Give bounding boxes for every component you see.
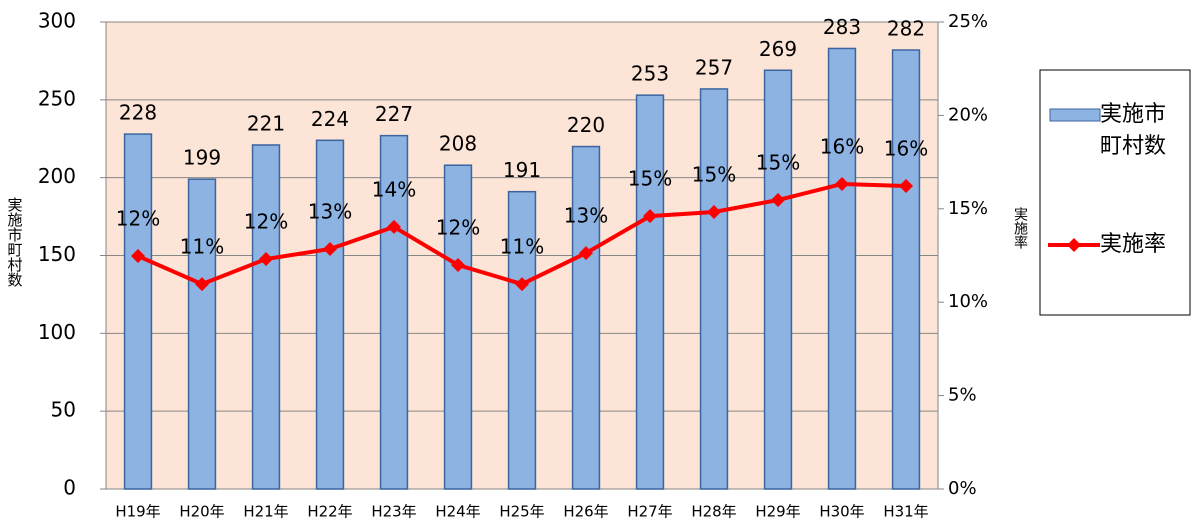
- x-tick-label: H19年: [115, 503, 160, 521]
- x-tick-label: H26年: [563, 503, 608, 521]
- y-tick-label: 150: [38, 242, 76, 266]
- marker: [899, 179, 913, 194]
- bar-value-label: 269: [759, 37, 797, 61]
- bar-value-label: 227: [375, 102, 413, 126]
- x-tick-label: H24年: [435, 503, 480, 521]
- bar: [635, 94, 665, 490]
- bar-value-label: 228: [119, 101, 157, 125]
- legend-marker: [1067, 238, 1081, 252]
- legend-label: 実施率: [1100, 232, 1167, 257]
- bar-value-label: 221: [247, 111, 285, 135]
- marker: [323, 241, 337, 256]
- marker: [579, 246, 593, 261]
- bar-value-label: 253: [631, 62, 669, 86]
- bar-value-label: 283: [823, 15, 861, 39]
- line-value-label: 11%: [500, 235, 544, 259]
- line-value-label: 11%: [180, 235, 224, 259]
- line-value-label: 13%: [564, 204, 608, 228]
- x-tick-label: H28年: [691, 503, 736, 521]
- line-value-label: 12%: [244, 210, 288, 234]
- y-axis-title: 実施市町村数: [6, 197, 24, 287]
- legend-label-box: 実施市町村数: [1100, 102, 1167, 159]
- bar-value-label: 282: [887, 17, 925, 41]
- y-tick-label: 200: [38, 164, 76, 188]
- legend-label: 実施市町村数: [1100, 102, 1167, 159]
- y2-axis-title: 実施率: [1012, 207, 1028, 249]
- line-value-label: 15%: [628, 167, 672, 191]
- bar: [763, 69, 793, 490]
- line-value-label: 15%: [756, 151, 800, 175]
- bar: [123, 133, 153, 490]
- bar: [443, 164, 473, 490]
- bar: [379, 134, 409, 490]
- x-tick-label: H23年: [371, 503, 416, 521]
- y2-tick-label: 5%: [948, 385, 977, 406]
- x-tick-label: H30年: [819, 503, 864, 521]
- x-tick-label: H27年: [627, 503, 672, 521]
- y-tick-label: 100: [38, 320, 76, 344]
- marker: [771, 193, 785, 208]
- marker: [451, 258, 465, 273]
- y2-tick-label: 15%: [948, 198, 988, 219]
- x-tick-label: H20年: [179, 503, 224, 521]
- marker: [515, 277, 529, 292]
- line-value-label: 14%: [372, 177, 416, 201]
- line-value-label: 16%: [884, 137, 928, 161]
- x-tick-label: H25年: [499, 503, 544, 521]
- bar: [571, 145, 601, 490]
- y-tick-label: 250: [38, 86, 76, 110]
- marker: [835, 176, 849, 191]
- bar-value-label: 257: [695, 55, 733, 79]
- legend-label-box: 実施率: [1100, 232, 1167, 257]
- bar: [507, 190, 537, 490]
- y-tick-label: 50: [51, 398, 76, 422]
- marker: [643, 209, 657, 224]
- bar-value-label: 208: [439, 132, 477, 156]
- bar-value-label: 224: [311, 107, 349, 131]
- marker: [131, 249, 145, 264]
- y-tick-label: 0: [63, 476, 76, 500]
- marker: [387, 219, 401, 234]
- x-tick-label: H22年: [307, 503, 352, 521]
- bar: [827, 47, 857, 490]
- bar: [315, 139, 345, 490]
- line-value-label: 16%: [820, 134, 864, 158]
- line-value-label: 15%: [692, 162, 736, 186]
- y2-tick-label: 10%: [948, 291, 988, 312]
- line-value-label: 12%: [436, 216, 480, 240]
- bar-value-label: 199: [183, 146, 221, 170]
- bar-value-label: 191: [503, 158, 541, 182]
- y2-tick-label: 20%: [948, 104, 988, 125]
- x-tick-label: H29年: [755, 503, 800, 521]
- legend-swatch: [1049, 108, 1101, 122]
- bar-value-label: 220: [567, 113, 605, 137]
- marker: [259, 252, 273, 267]
- x-tick-label: H21年: [243, 503, 288, 521]
- line-value-label: 13%: [308, 199, 352, 223]
- y2-tick-label: 0%: [948, 478, 977, 499]
- bar: [891, 49, 921, 490]
- x-tick-label: H31年: [883, 503, 928, 521]
- y2-tick-label: 25%: [948, 11, 988, 32]
- bar: [187, 178, 217, 490]
- marker: [707, 204, 721, 219]
- y-tick-label: 300: [38, 9, 76, 33]
- bar: [699, 88, 729, 490]
- marker: [195, 277, 209, 292]
- bar: [251, 144, 281, 490]
- line-value-label: 12%: [116, 207, 160, 231]
